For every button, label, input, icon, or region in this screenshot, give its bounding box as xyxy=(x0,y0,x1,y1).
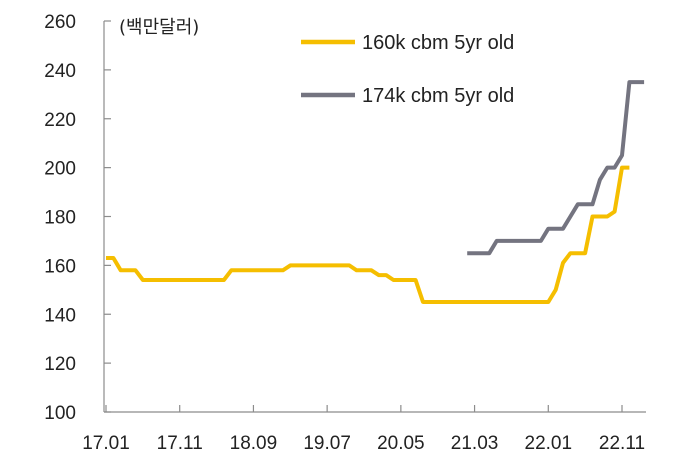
series-line-1 xyxy=(467,80,645,256)
axes xyxy=(103,21,646,413)
x-ticks: 17.01 17.11 18.09 19.07 20.05 21.03 22.01 22.11 xyxy=(82,405,645,454)
y-tick-label: 100 xyxy=(44,403,76,424)
y-tick-label: 220 xyxy=(44,110,76,131)
y-tick-label: 160 xyxy=(44,256,76,277)
x-tick-label: 17.11 xyxy=(157,433,203,454)
legend-label-174k: 174k cbm 5yr old xyxy=(362,85,514,107)
legend-label-160k: 160k cbm 5yr old xyxy=(362,32,514,54)
x-tick-label: 17.01 xyxy=(82,433,130,454)
unit-label: (백만달러) xyxy=(119,17,199,38)
x-tick-label: 22.01 xyxy=(525,433,573,454)
y-tick-label: 240 xyxy=(44,61,76,82)
x-tick-label: 19.07 xyxy=(303,433,351,454)
x-tick-label: 18.09 xyxy=(230,433,278,454)
series-layer xyxy=(106,80,645,304)
y-tick-label: 120 xyxy=(44,354,76,375)
y-tick-label: 200 xyxy=(44,159,76,180)
y-tick-label: 260 xyxy=(44,12,76,33)
legend: 160k cbm 5yr old 174k cbm 5yr old xyxy=(301,32,514,107)
x-tick-label: 21.03 xyxy=(451,433,499,454)
y-ticks: 100 120 140 160 180 200 220 240 260 xyxy=(44,12,111,424)
x-tick-label: 22.11 xyxy=(599,433,645,454)
x-tick-label: 20.05 xyxy=(377,433,425,454)
y-tick-label: 180 xyxy=(44,208,76,229)
series-line-0 xyxy=(106,165,630,304)
y-tick-label: 140 xyxy=(44,305,76,326)
